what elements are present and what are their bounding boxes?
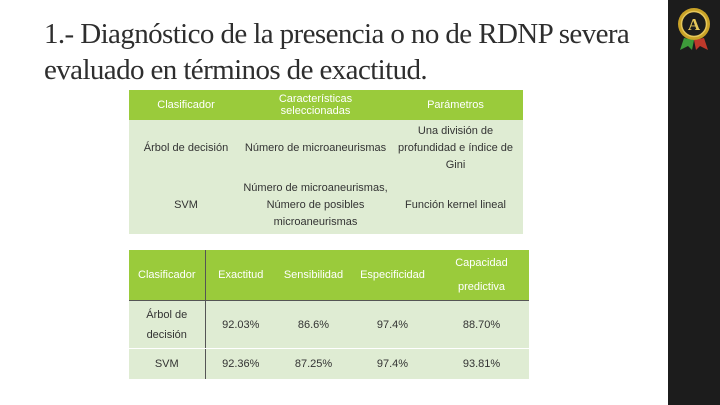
dark-sidebar-strip <box>668 0 720 405</box>
slide-title-line-2: evaluado en términos de exactitud. <box>44 54 428 86</box>
cell-features: Número de microaneurismas, Número de pos… <box>243 176 388 234</box>
cell-exactitud: 92.36% <box>205 348 276 379</box>
badge-letter: A <box>688 15 701 34</box>
cell-sensibilidad: 86.6% <box>276 300 351 349</box>
metrics-table: Clasificador Exactitud Sensibilidad Espe… <box>129 250 529 379</box>
cell-classifier: Árbol de decisión <box>129 120 243 176</box>
header-especificidad: Especificidad <box>351 250 434 301</box>
cell-classifier: Árbol de decisión <box>129 300 206 349</box>
cell-sensibilidad: 87.25% <box>276 348 351 379</box>
header-clasificador: Clasificador <box>129 90 243 120</box>
badge-emblem-icon: A <box>678 8 710 50</box>
cell-classifier: SVM <box>129 176 243 234</box>
table-row: SVM Número de microaneurismas, Número de… <box>129 176 523 234</box>
cell-classifier: SVM <box>129 348 206 379</box>
header-sensibilidad: Sensibilidad <box>276 250 351 301</box>
cell-especificidad: 97.4% <box>351 300 434 349</box>
header-capacidad-predictiva: Capacidad predictiva <box>434 250 529 301</box>
table-row: Árbol de decisión Número de microaneuris… <box>129 120 523 176</box>
header-caracteristicas: Características seleccionadas <box>243 90 388 120</box>
features-table: Clasificador Características seleccionad… <box>129 90 523 234</box>
cell-especificidad: 97.4% <box>351 348 434 379</box>
header-clasificador: Clasificador <box>129 250 206 301</box>
slide-title: 1.- Diagnóstico de la presencia o no de … <box>44 16 664 88</box>
table-row: Árbol de decisión 92.03% 86.6% 97.4% 88.… <box>129 300 529 349</box>
header-exactitud: Exactitud <box>205 250 276 301</box>
cell-features: Número de microaneurismas <box>243 120 388 176</box>
header-parametros: Parámetros <box>388 90 523 120</box>
table-header-row: Clasificador Exactitud Sensibilidad Espe… <box>129 250 529 301</box>
cell-parameters: Una división de profundidad e índice de … <box>388 120 523 176</box>
table-row: SVM 92.36% 87.25% 97.4% 93.81% <box>129 348 529 379</box>
cell-capacidad-predictiva: 88.70% <box>434 300 529 349</box>
cell-capacidad-predictiva: 93.81% <box>434 348 529 379</box>
cell-parameters: Función kernel lineal <box>388 176 523 234</box>
slide-title-line-1: 1.- Diagnóstico de la presencia o no de … <box>44 18 630 50</box>
table-header-row: Clasificador Características seleccionad… <box>129 90 523 120</box>
cell-exactitud: 92.03% <box>205 300 276 349</box>
